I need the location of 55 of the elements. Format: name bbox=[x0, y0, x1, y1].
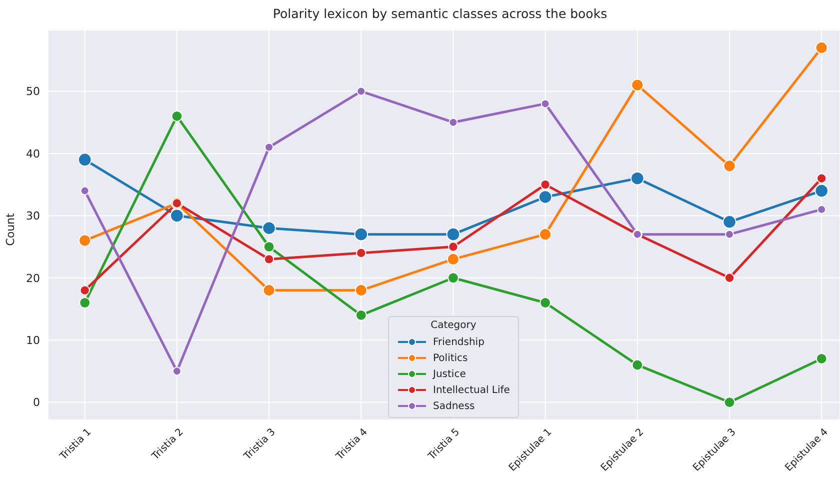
point bbox=[79, 297, 91, 308]
point bbox=[540, 297, 551, 308]
point bbox=[171, 110, 183, 122]
point bbox=[78, 234, 92, 247]
point bbox=[817, 204, 826, 214]
point bbox=[540, 99, 550, 108]
point bbox=[724, 230, 734, 239]
point bbox=[539, 228, 552, 241]
point bbox=[446, 227, 460, 242]
point bbox=[262, 284, 276, 297]
point bbox=[356, 86, 366, 96]
point bbox=[630, 171, 644, 186]
legend-label: Politics bbox=[433, 352, 468, 364]
legend-label: Sadness bbox=[433, 400, 475, 412]
point bbox=[172, 366, 182, 376]
point bbox=[356, 248, 366, 258]
point bbox=[448, 272, 459, 284]
point bbox=[816, 173, 827, 184]
y-tick-label: 40 bbox=[26, 147, 40, 160]
chart-title: Polarity lexicon by semantic classes across the books bbox=[272, 6, 608, 21]
point bbox=[724, 396, 736, 408]
y-tick-label: 20 bbox=[26, 272, 40, 285]
point bbox=[80, 186, 90, 196]
point bbox=[723, 160, 736, 172]
y-tick-label: 30 bbox=[26, 210, 40, 223]
point bbox=[540, 179, 550, 190]
y-tick-label: 50 bbox=[26, 85, 40, 98]
point bbox=[80, 285, 90, 296]
point bbox=[538, 190, 552, 204]
point bbox=[446, 252, 460, 266]
y-tick-label: 10 bbox=[26, 334, 40, 347]
point bbox=[355, 309, 367, 321]
point bbox=[722, 214, 736, 229]
legend-label: Friendship bbox=[433, 336, 484, 348]
point bbox=[631, 78, 644, 92]
y-axis-title: Count bbox=[4, 212, 17, 246]
point bbox=[264, 142, 274, 152]
legend-title: Category bbox=[430, 320, 478, 331]
y-tick-label: 0 bbox=[33, 396, 40, 410]
point bbox=[632, 359, 644, 371]
point bbox=[448, 118, 458, 127]
point bbox=[814, 184, 828, 198]
point bbox=[264, 254, 274, 264]
point bbox=[448, 242, 458, 252]
point bbox=[354, 284, 368, 297]
point bbox=[815, 41, 828, 54]
point bbox=[263, 241, 275, 252]
point bbox=[262, 221, 276, 236]
point bbox=[78, 152, 92, 167]
point bbox=[724, 272, 735, 283]
point bbox=[816, 353, 828, 364]
legend-label: Justice bbox=[433, 368, 466, 380]
point bbox=[354, 227, 368, 242]
point bbox=[170, 208, 184, 223]
legend-label: Intellectual Life bbox=[433, 384, 510, 396]
